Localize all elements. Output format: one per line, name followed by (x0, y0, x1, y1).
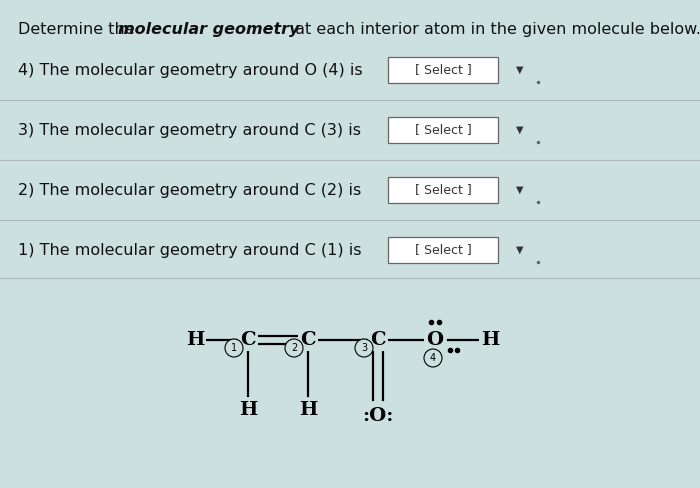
FancyBboxPatch shape (388, 237, 498, 263)
Text: 4: 4 (430, 353, 436, 363)
Text: 3) The molecular geometry around C (3) is: 3) The molecular geometry around C (3) i… (18, 122, 361, 138)
Circle shape (355, 339, 373, 357)
Text: :O:: :O: (363, 407, 393, 425)
Text: 2: 2 (291, 343, 297, 353)
FancyBboxPatch shape (388, 177, 498, 203)
Text: ▼: ▼ (517, 185, 524, 195)
Text: H: H (481, 331, 499, 349)
Text: 1: 1 (231, 343, 237, 353)
Text: 1) The molecular geometry around C (1) is: 1) The molecular geometry around C (1) i… (18, 243, 361, 258)
Text: O: O (426, 331, 444, 349)
Text: 2) The molecular geometry around C (2) is: 2) The molecular geometry around C (2) i… (18, 183, 361, 198)
Text: C: C (240, 331, 256, 349)
Text: 3: 3 (361, 343, 367, 353)
Text: [ Select ]: [ Select ] (414, 244, 471, 257)
Text: 4) The molecular geometry around O (4) is: 4) The molecular geometry around O (4) i… (18, 62, 363, 78)
Text: at each interior atom in the given molecule below.: at each interior atom in the given molec… (290, 22, 700, 37)
Text: C: C (370, 331, 386, 349)
Text: [ Select ]: [ Select ] (414, 63, 471, 77)
Text: [ Select ]: [ Select ] (414, 183, 471, 197)
Text: H: H (239, 401, 257, 419)
Text: C: C (300, 331, 316, 349)
Text: ▼: ▼ (517, 65, 524, 75)
Circle shape (225, 339, 243, 357)
Circle shape (285, 339, 303, 357)
Text: Determine the: Determine the (18, 22, 140, 37)
FancyBboxPatch shape (388, 57, 498, 83)
FancyBboxPatch shape (388, 117, 498, 143)
Text: ▼: ▼ (517, 245, 524, 255)
Text: H: H (299, 401, 317, 419)
Text: H: H (186, 331, 204, 349)
Text: ▼: ▼ (517, 125, 524, 135)
Circle shape (424, 349, 442, 367)
Text: [ Select ]: [ Select ] (414, 123, 471, 137)
Text: molecular geometry: molecular geometry (118, 22, 300, 37)
